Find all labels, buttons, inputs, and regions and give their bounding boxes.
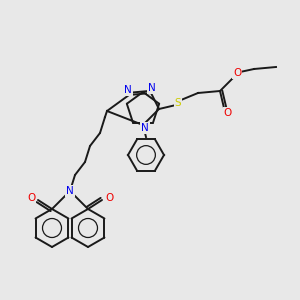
Text: S: S (175, 98, 181, 108)
Text: N: N (66, 186, 74, 196)
Text: O: O (224, 108, 232, 118)
Text: O: O (233, 68, 241, 78)
Text: O: O (105, 193, 113, 203)
Text: N: N (124, 85, 132, 95)
Text: N: N (141, 123, 149, 133)
Text: N: N (148, 83, 156, 93)
Text: O: O (27, 193, 35, 203)
